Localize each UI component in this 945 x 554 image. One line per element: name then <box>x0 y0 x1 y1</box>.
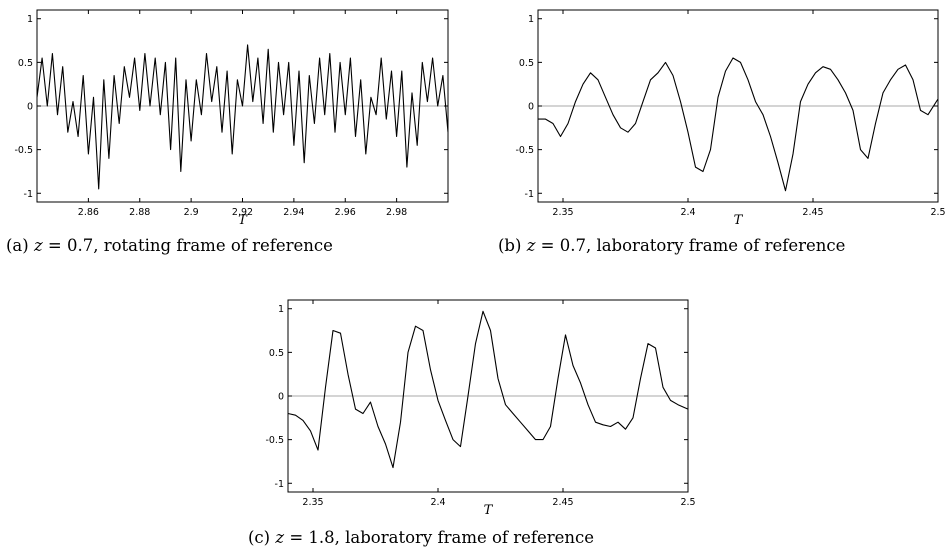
caption-b-z-value: = 0.7 <box>535 236 586 255</box>
x-tick-label-b-3: 2.5 <box>930 207 945 218</box>
series-line-c <box>287 310 689 469</box>
y-tick-label-c-3: 0.5 <box>269 348 284 359</box>
x-tick-label-b-1: 2.4 <box>680 207 695 218</box>
panel-b: -1 -0.5 0 0.5 1 2.35 2.4 2.45 2.5 T <box>515 9 945 228</box>
y-tick-label-c-0: -1 <box>275 479 284 490</box>
y-tick-label-c-4: 1 <box>278 304 284 315</box>
series-line-b <box>538 57 939 192</box>
x-tick-label-c-2: 2.45 <box>552 497 573 508</box>
caption-a: (a) z = 0.7, rotating frame of reference <box>6 236 333 255</box>
x-tick-label-a-2: 2.9 <box>184 207 199 218</box>
caption-b-prefix: (b) <box>498 236 527 255</box>
y-tick-label-a-0: -1 <box>24 189 33 200</box>
caption-c-z-value: = 1.8 <box>284 528 335 547</box>
y-tick-label-b-1: -0.5 <box>515 145 534 156</box>
x-tick-label-c-1: 2.4 <box>430 497 445 508</box>
caption-b-frame: , laboratory frame of reference <box>585 236 846 255</box>
x-tick-label-a-3: 2.92 <box>232 207 253 218</box>
caption-c-z-symbol: z <box>275 528 285 547</box>
y-tick-label-b-2: 0 <box>528 102 534 113</box>
x-axis-label-a: T <box>238 213 248 228</box>
caption-b: (b) z = 0.7, laboratory frame of referen… <box>498 236 845 255</box>
y-tick-label-c-2: 0 <box>278 392 284 403</box>
x-tick-label-a-0: 2.86 <box>78 207 99 218</box>
x-tick-label-a-5: 2.96 <box>335 207 356 218</box>
x-tick-label-a-6: 2.98 <box>386 207 407 218</box>
y-tick-label-a-3: 0.5 <box>18 58 33 69</box>
caption-a-prefix: (a) <box>6 236 34 255</box>
panel-c: -1 -0.5 0 0.5 1 2.35 2.4 2.45 2.5 T <box>265 299 696 518</box>
caption-a-z-symbol: z <box>33 236 43 255</box>
y-tick-label-b-3: 0.5 <box>519 58 534 69</box>
caption-c-frame: , laboratory frame of reference <box>334 528 595 547</box>
caption-a-z-value: = 0.7 <box>42 236 94 255</box>
y-tick-label-a-1: -0.5 <box>14 145 33 156</box>
x-tick-label-b-0: 2.35 <box>552 207 573 218</box>
caption-c: (c) z = 1.8, laboratory frame of referen… <box>248 528 594 547</box>
x-tick-label-a-1: 2.88 <box>129 207 150 218</box>
x-tick-label-a-4: 2.94 <box>283 207 304 218</box>
panel-a: -1 -0.5 0 0.5 1 2.86 2.88 2.9 2.92 2.94 2.96 2.98 T <box>14 9 449 228</box>
y-tick-label-c-1: -0.5 <box>265 435 284 446</box>
caption-a-frame: , rotating frame of reference <box>93 236 333 255</box>
x-tick-label-c-3: 2.5 <box>680 497 695 508</box>
x-tick-label-b-2: 2.45 <box>802 207 823 218</box>
x-tick-label-c-0: 2.35 <box>302 497 323 508</box>
y-tick-label-b-4: 1 <box>528 14 534 25</box>
x-axis-label-b: T <box>734 213 744 228</box>
y-tick-label-b-0: -1 <box>525 189 534 200</box>
y-tick-label-a-4: 1 <box>27 14 33 25</box>
x-axis-label-c: T <box>484 503 494 518</box>
series-line-a <box>36 44 449 190</box>
caption-b-z-symbol: z <box>526 236 536 255</box>
caption-c-prefix: (c) <box>248 528 276 547</box>
y-tick-label-a-2: 0 <box>27 102 33 113</box>
